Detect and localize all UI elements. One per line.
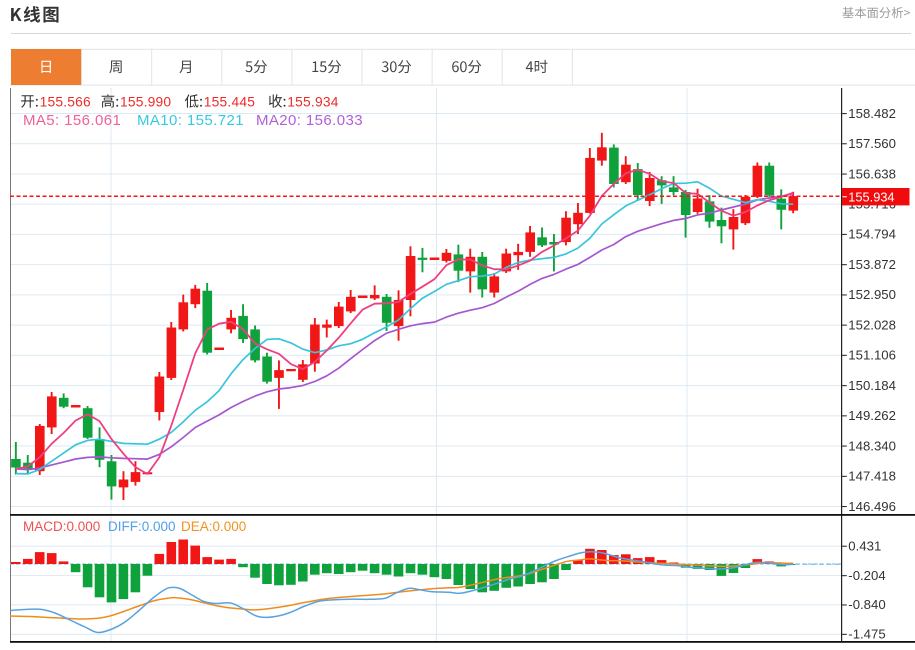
- svg-text:148.340: 148.340: [848, 438, 896, 453]
- svg-text:-0.840: -0.840: [848, 597, 885, 612]
- svg-text:DIFF:0.000: DIFF:0.000: [108, 519, 176, 534]
- svg-text:155.445: 155.445: [204, 95, 255, 110]
- svg-text:158.482: 158.482: [848, 106, 896, 121]
- svg-text:DEA:0.000: DEA:0.000: [181, 519, 246, 534]
- svg-text:149.262: 149.262: [848, 408, 896, 423]
- svg-text:152.028: 152.028: [848, 317, 896, 332]
- svg-text:155.934: 155.934: [848, 189, 894, 204]
- svg-text:154.794: 154.794: [848, 227, 896, 242]
- svg-text:157.560: 157.560: [848, 136, 896, 151]
- svg-text:146.496: 146.496: [848, 499, 896, 514]
- svg-text:MA20: 156.033: MA20: 156.033: [256, 112, 363, 129]
- svg-text:153.872: 153.872: [848, 257, 896, 272]
- svg-text:155.566: 155.566: [40, 95, 91, 110]
- svg-text:147.418: 147.418: [848, 469, 896, 484]
- svg-text:156.638: 156.638: [848, 166, 896, 181]
- svg-text:155.990: 155.990: [120, 95, 171, 110]
- svg-text:-0.204: -0.204: [848, 568, 885, 583]
- svg-text:-1.475: -1.475: [848, 627, 885, 642]
- svg-text:155.934: 155.934: [287, 95, 338, 110]
- svg-text:MA10: 155.721: MA10: 155.721: [137, 112, 244, 129]
- svg-text:MACD:0.000: MACD:0.000: [23, 519, 100, 534]
- svg-text:MA5: 156.061: MA5: 156.061: [23, 112, 121, 129]
- svg-text:150.184: 150.184: [848, 378, 896, 393]
- svg-text:151.106: 151.106: [848, 348, 896, 363]
- svg-text:152.950: 152.950: [848, 287, 896, 302]
- svg-text:0.431: 0.431: [848, 539, 881, 554]
